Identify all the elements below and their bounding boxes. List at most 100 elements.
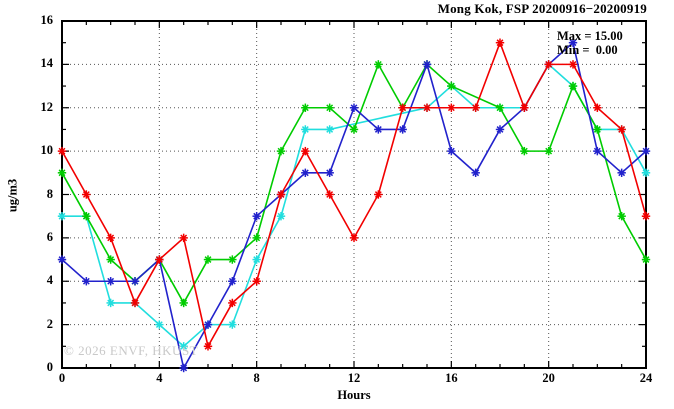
y-tick-label: 14: [40, 56, 54, 71]
marker-blue: [350, 104, 358, 112]
marker-blue: [253, 212, 261, 220]
marker-blue: [642, 147, 650, 155]
marker-blue: [107, 277, 115, 285]
x-tick-label: 24: [639, 371, 653, 385]
marker-red: [82, 191, 90, 198]
marker-cyan: [277, 212, 285, 220]
marker-green: [301, 104, 309, 112]
marker-blue: [82, 277, 90, 285]
marker-green: [642, 256, 650, 263]
x-tick-label: 12: [347, 371, 361, 385]
marker-cyan: [180, 342, 188, 350]
x-tick-label: 0: [58, 371, 66, 385]
marker-cyan: [253, 256, 261, 263]
marker-red: [131, 299, 139, 307]
marker-cyan: [155, 321, 163, 329]
marker-blue: [228, 277, 236, 285]
marker-green: [228, 256, 236, 263]
marker-red: [253, 277, 261, 285]
x-axis-title: Hours: [337, 388, 371, 402]
y-tick-label: 8: [46, 186, 53, 201]
y-tick-label: 6: [46, 229, 53, 244]
y-tick-label: 10: [40, 143, 54, 158]
marker-red: [326, 191, 334, 198]
marker-green: [496, 104, 504, 112]
marker-cyan: [58, 212, 66, 220]
marker-red: [107, 234, 115, 242]
marker-cyan: [228, 321, 236, 329]
marker-red: [545, 60, 553, 68]
marker-green: [82, 212, 90, 220]
marker-red: [301, 147, 309, 155]
marker-red: [496, 39, 504, 47]
marker-blue: [496, 126, 504, 133]
marker-blue: [131, 277, 139, 285]
marker-green: [107, 256, 115, 263]
y-tick-label: 4: [46, 273, 53, 288]
series-line-cyan: [62, 63, 647, 348]
marker-red: [423, 104, 431, 112]
chart-title: Mong Kok, FSP 20200916−20200919: [437, 1, 647, 16]
marker-green: [593, 126, 601, 133]
marker-green: [447, 82, 455, 90]
x-tick-label: 8: [253, 371, 260, 385]
marker-green: [374, 60, 382, 68]
marker-green: [58, 169, 66, 177]
marker-red: [155, 256, 163, 263]
marker-blue: [472, 169, 480, 177]
marker-cyan: [107, 299, 115, 307]
marker-green: [180, 299, 188, 307]
watermark: © 2026 ENVF, HKUST: [64, 343, 199, 358]
marker-red: [399, 104, 407, 112]
max-annotation: Max = 15.00: [557, 29, 623, 43]
marker-green: [545, 147, 553, 155]
series-line-green: [61, 62, 647, 305]
marker-red: [520, 104, 528, 112]
marker-green: [204, 256, 212, 263]
marker-blue: [447, 147, 455, 155]
marker-blue: [326, 169, 334, 177]
marker-green: [569, 82, 577, 90]
marker-blue: [301, 169, 309, 177]
marker-red: [58, 147, 66, 155]
marker-blue: [180, 364, 188, 372]
marker-green: [326, 104, 334, 112]
y-tick-label: 0: [46, 360, 53, 374]
min-annotation: Min = 0.00: [557, 43, 618, 57]
x-tick-label: 4: [156, 371, 163, 385]
marker-red: [593, 104, 601, 112]
y-tick-label: 12: [40, 99, 54, 114]
marker-green: [253, 234, 261, 242]
marker-cyan: [326, 126, 334, 133]
marker-red: [180, 234, 188, 242]
marker-red: [447, 104, 455, 112]
marker-blue: [423, 60, 431, 68]
marker-green: [618, 212, 626, 220]
marker-blue: [569, 39, 577, 47]
marker-red: [472, 104, 480, 112]
marker-blue: [593, 147, 601, 155]
marker-red: [277, 191, 285, 198]
marker-red: [350, 234, 358, 242]
marker-red: [228, 299, 236, 307]
marker-blue: [58, 256, 66, 263]
marker-cyan: [301, 126, 309, 133]
marker-cyan: [642, 169, 650, 177]
x-tick-label: 20: [542, 371, 555, 385]
x-tick-label: 16: [445, 371, 458, 385]
marker-red: [618, 126, 626, 133]
marker-red: [204, 342, 212, 350]
marker-red: [642, 212, 650, 220]
marker-blue: [204, 321, 212, 329]
marker-blue: [618, 169, 626, 177]
marker-red: [569, 60, 577, 68]
marker-green: [350, 126, 358, 133]
marker-green: [520, 147, 528, 155]
marker-blue: [374, 126, 382, 133]
marker-green: [277, 147, 285, 155]
y-tick-label: 2: [46, 316, 53, 331]
marker-blue: [399, 126, 407, 133]
marker-red: [374, 191, 382, 198]
